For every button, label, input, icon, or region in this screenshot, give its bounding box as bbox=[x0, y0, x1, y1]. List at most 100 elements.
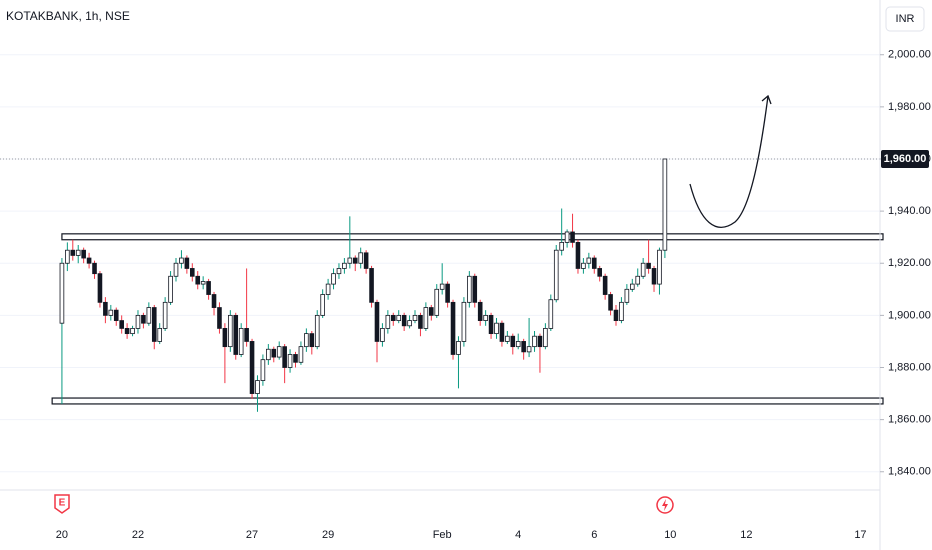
zone bbox=[61, 233, 884, 241]
candle-body bbox=[363, 252, 369, 269]
x-tick-label: 27 bbox=[246, 529, 258, 541]
candle-body bbox=[103, 301, 108, 316]
candle-body bbox=[162, 301, 168, 329]
candle-body bbox=[597, 268, 603, 277]
arrow-head bbox=[761, 94, 772, 105]
candle-body bbox=[358, 252, 363, 264]
candle-body bbox=[488, 314, 494, 335]
candle-body bbox=[211, 294, 217, 308]
candle-body bbox=[222, 328, 228, 348]
candle-body bbox=[651, 268, 657, 285]
candle-body bbox=[374, 301, 380, 342]
candle-body bbox=[75, 249, 81, 256]
candle-body bbox=[510, 335, 516, 348]
candle-body bbox=[429, 307, 434, 316]
candle-body bbox=[157, 328, 163, 342]
candle-body bbox=[575, 241, 581, 269]
x-tick-label: 29 bbox=[322, 529, 334, 541]
earnings-icon[interactable] bbox=[54, 494, 70, 514]
candle-body bbox=[407, 320, 412, 327]
candle-body bbox=[445, 283, 450, 303]
candle-body bbox=[477, 301, 483, 321]
candle-body bbox=[369, 268, 374, 303]
y-tick-label: 1,880.00 bbox=[888, 361, 931, 373]
candle-body bbox=[65, 249, 70, 264]
candle-body bbox=[119, 320, 124, 329]
candle-body bbox=[168, 275, 173, 303]
candle-body bbox=[396, 314, 402, 321]
candle-body bbox=[86, 257, 92, 264]
zone bbox=[51, 397, 884, 405]
candle-body bbox=[304, 333, 309, 348]
currency-box[interactable] bbox=[885, 6, 925, 32]
candle-body bbox=[81, 249, 86, 259]
candle-body bbox=[553, 249, 559, 301]
candle-body bbox=[200, 281, 206, 285]
candle-body bbox=[266, 348, 271, 361]
candle-body bbox=[439, 283, 445, 290]
candle-body bbox=[505, 335, 510, 342]
candle-body bbox=[564, 231, 570, 243]
x-tick-label: 17 bbox=[854, 529, 866, 541]
candle-body bbox=[244, 328, 249, 342]
candle-body bbox=[532, 335, 537, 348]
candle-body bbox=[472, 275, 478, 303]
candle-body bbox=[347, 257, 353, 264]
candle-body bbox=[282, 346, 287, 368]
candle-body bbox=[380, 328, 385, 342]
candle-body bbox=[619, 301, 624, 321]
candle-body bbox=[624, 288, 630, 303]
candle-body bbox=[434, 288, 440, 316]
chart-title: KOTAKBANK, 1h, NSE bbox=[6, 9, 130, 23]
candle-body bbox=[662, 158, 668, 251]
candle-body bbox=[635, 275, 641, 285]
candle-body bbox=[255, 380, 260, 394]
candle-body bbox=[271, 348, 277, 358]
x-tick-label: 10 bbox=[664, 529, 676, 541]
candle-body bbox=[401, 314, 407, 327]
currency[interactable]: INR bbox=[896, 13, 915, 25]
candle-body bbox=[151, 307, 157, 342]
candle-body bbox=[146, 307, 152, 324]
candle-body bbox=[179, 257, 184, 264]
candle-body bbox=[646, 262, 651, 269]
candle-body bbox=[189, 268, 195, 277]
candle-body bbox=[108, 309, 114, 316]
candle-body bbox=[342, 262, 347, 269]
earnings-label[interactable]: E bbox=[59, 498, 66, 509]
y-tick-label: 1,860.00 bbox=[888, 414, 931, 426]
candle-body bbox=[206, 281, 211, 295]
candle-body bbox=[70, 249, 76, 256]
y-tick-label: 1,980.00 bbox=[888, 101, 931, 113]
candle-body bbox=[483, 314, 488, 321]
candle-body bbox=[238, 328, 244, 355]
candle-body bbox=[309, 333, 315, 348]
candle-body bbox=[124, 328, 130, 335]
y-tick-label: 2,000.00 bbox=[888, 49, 931, 61]
candle-body bbox=[385, 314, 391, 329]
candle-body bbox=[59, 262, 65, 324]
candle-body bbox=[559, 241, 564, 251]
candle-body bbox=[331, 273, 336, 285]
x-tick-label: 4 bbox=[515, 529, 521, 541]
candle-body bbox=[184, 257, 190, 269]
candle-body bbox=[591, 257, 597, 269]
candle-body bbox=[461, 301, 467, 342]
candle-body bbox=[130, 328, 135, 335]
candle-body bbox=[276, 346, 282, 358]
candle-body bbox=[521, 341, 526, 353]
candle-body bbox=[608, 294, 613, 311]
candle-body bbox=[92, 262, 97, 275]
candle-body bbox=[293, 354, 298, 363]
candle-body bbox=[548, 299, 554, 329]
candle-body bbox=[228, 314, 233, 348]
y-tick-label: 1,940.00 bbox=[888, 205, 931, 217]
event-bolt bbox=[662, 499, 668, 511]
candle-body bbox=[537, 335, 543, 348]
candle-body bbox=[412, 314, 418, 321]
candle-body bbox=[494, 322, 499, 335]
candle-body bbox=[287, 354, 293, 368]
candle-body bbox=[570, 231, 575, 243]
candle-body bbox=[423, 307, 429, 329]
